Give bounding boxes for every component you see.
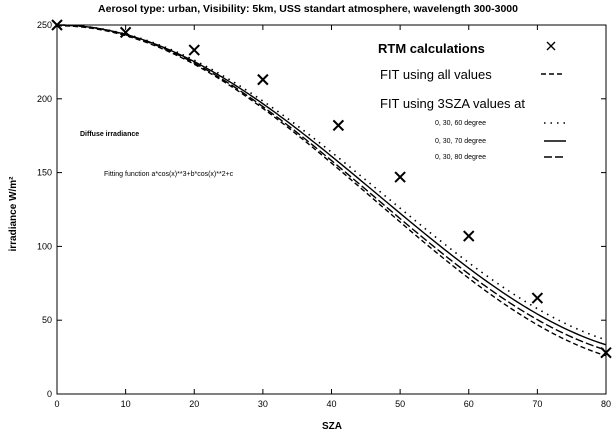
x-tick-label: 0 [54, 399, 59, 409]
rtm-point-marker [600, 346, 612, 359]
x-tick-label: 30 [258, 399, 268, 409]
y-axis-label: irradiance W/m² [8, 176, 19, 252]
rtm-point-marker [257, 73, 269, 86]
rtm-point-marker [119, 26, 132, 39]
fit-curve-longdash [56, 24, 607, 351]
rtm-point-marker [394, 171, 406, 183]
legend-fit-all-label: FIT using all values [380, 67, 492, 82]
legend-3sza-header: FIT using 3SZA values at [380, 96, 525, 111]
fit-curve-dotted [56, 24, 607, 341]
x-tick-label: 70 [532, 399, 542, 409]
legend-fit-80-label: 0, 30, 80 degree [435, 154, 486, 161]
rtm-point-marker [463, 230, 475, 242]
annotation-diffuse: Diffuse irradiance [80, 131, 139, 138]
fit-curve-solid [56, 24, 607, 346]
y-tick-label: 200 [37, 94, 52, 104]
y-tick-label: 100 [37, 241, 52, 251]
rtm-point-marker [332, 119, 345, 132]
legend-fit-70-label: 0, 30, 70 degree [435, 138, 486, 145]
x-axis-label: SZA [322, 421, 342, 432]
plot-frame [56, 24, 607, 395]
rtm-point-marker [531, 292, 544, 304]
legend-rtm-label: RTM calculations [378, 41, 485, 56]
x-tick-label: 40 [326, 399, 336, 409]
x-tick-label: 60 [464, 399, 474, 409]
legend-fit-60-label: 0, 30, 60 degree [435, 120, 486, 127]
x-tick-label: 80 [601, 399, 611, 409]
chart-title: Aerosol type: urban, Visibility: 5km, US… [98, 3, 518, 15]
legend-rtm-marker [546, 41, 556, 51]
y-tick-label: 150 [37, 168, 52, 178]
y-tick-label: 50 [42, 315, 52, 325]
rtm-points [51, 19, 612, 359]
x-tick-label: 20 [189, 399, 199, 409]
rtm-point-marker [51, 19, 63, 31]
axis-ticks: 0 10 20 30 40 50 60 70 80 0 50 100 150 200 250 [37, 20, 611, 409]
rtm-point-marker [188, 44, 200, 56]
y-tick-label: 250 [37, 20, 52, 30]
legend: RTM calculations FIT using all values FI… [378, 41, 566, 161]
x-tick-label: 50 [395, 399, 405, 409]
annotation-fitting-function: Fitting function a*cos(x)**3+b*cos(x)**2… [104, 171, 234, 178]
fit-curves [56, 24, 607, 357]
fit-curve-dashed [56, 25, 607, 357]
x-tick-label: 10 [121, 399, 131, 409]
y-tick-label: 0 [47, 389, 52, 399]
